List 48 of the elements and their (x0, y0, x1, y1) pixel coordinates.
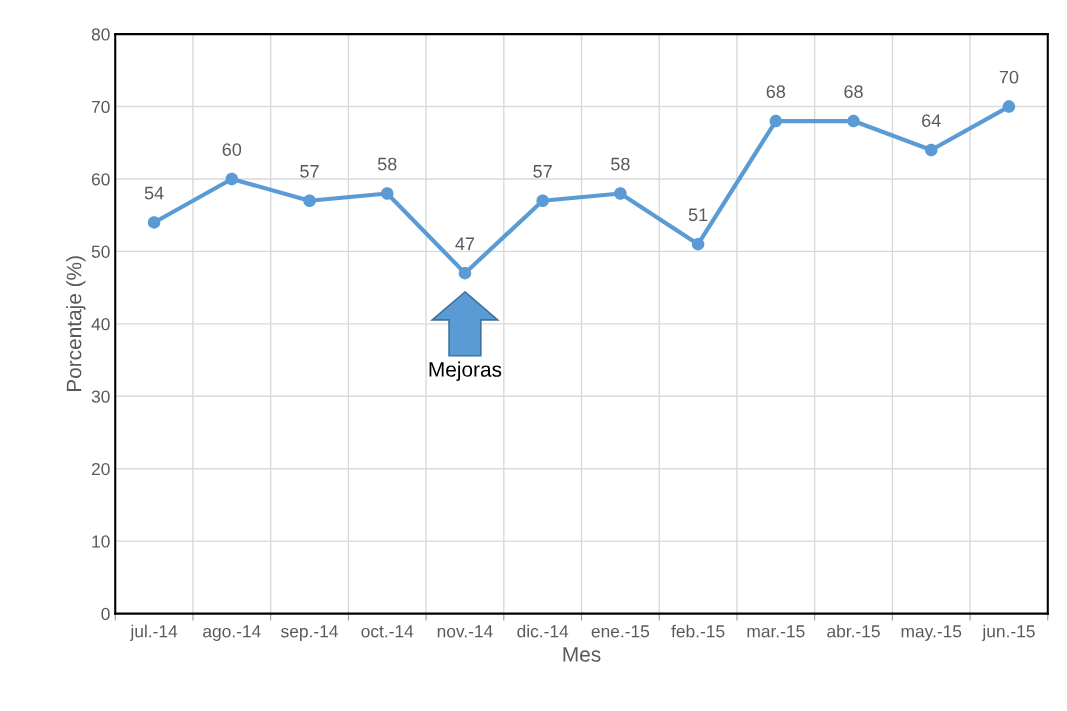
data-label: 57 (300, 165, 319, 178)
x-tick-label: abr.-15 (827, 624, 880, 638)
point (303, 194, 316, 207)
x-tick-label: ago.-14 (203, 625, 261, 641)
x-axis-title: Mes (563, 647, 601, 662)
point (1002, 100, 1016, 113)
data-label: 64 (922, 114, 941, 128)
x-tick-label: dic.-14 (517, 624, 569, 638)
data-label: 57 (533, 165, 552, 178)
point (847, 114, 860, 128)
data-label: 60 (222, 143, 242, 156)
y-tick-label: 40 (91, 318, 110, 331)
x-tick-label: sep.-14 (281, 625, 338, 641)
x-tick-label: jul.-14 (130, 624, 178, 641)
point (147, 216, 161, 229)
y-tick-label: 60 (91, 173, 110, 186)
x-tick-label: ene.-15 (591, 625, 650, 638)
point (924, 143, 938, 157)
data-label: 70 (999, 70, 1019, 84)
data-label: 51 (688, 208, 708, 222)
point (769, 114, 783, 128)
data-label: 68 (766, 85, 786, 99)
y-tick-label: 80 (91, 28, 110, 41)
x-tick-label: nov.-14 (437, 625, 493, 638)
y-tick-label: 20 (91, 462, 110, 476)
point (458, 266, 472, 280)
x-tick-label: oct.-14 (361, 625, 414, 638)
x-tick-label: jun.-15 (981, 624, 1035, 641)
x-tick-label: feb.-15 (671, 624, 725, 638)
point (614, 187, 627, 200)
point (536, 194, 549, 207)
x-tick-label: mar.-15 (747, 625, 805, 638)
point (380, 187, 394, 200)
y-tick-label: 10 (92, 535, 110, 548)
y-tick-label: 30 (91, 390, 110, 403)
data-label: 47 (455, 237, 475, 250)
y-tick-label: 70 (91, 100, 110, 114)
data-label: 68 (844, 85, 863, 99)
y-tick-label: 0 (101, 607, 110, 621)
point (225, 172, 239, 186)
data-label: 58 (611, 157, 630, 171)
x-tick-label: may.-15 (901, 625, 962, 641)
y-axis-title: Porcentaje (%) (66, 256, 86, 392)
data-label: 54 (144, 186, 164, 200)
y-tick-label: 50 (91, 245, 110, 258)
annotation: Mejoras (429, 361, 502, 381)
data-label: 58 (377, 157, 397, 171)
point (691, 237, 705, 251)
